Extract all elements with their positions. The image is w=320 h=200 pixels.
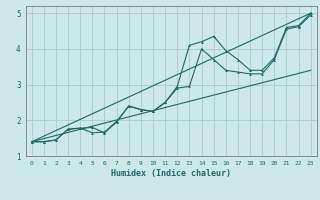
X-axis label: Humidex (Indice chaleur): Humidex (Indice chaleur)	[111, 169, 231, 178]
